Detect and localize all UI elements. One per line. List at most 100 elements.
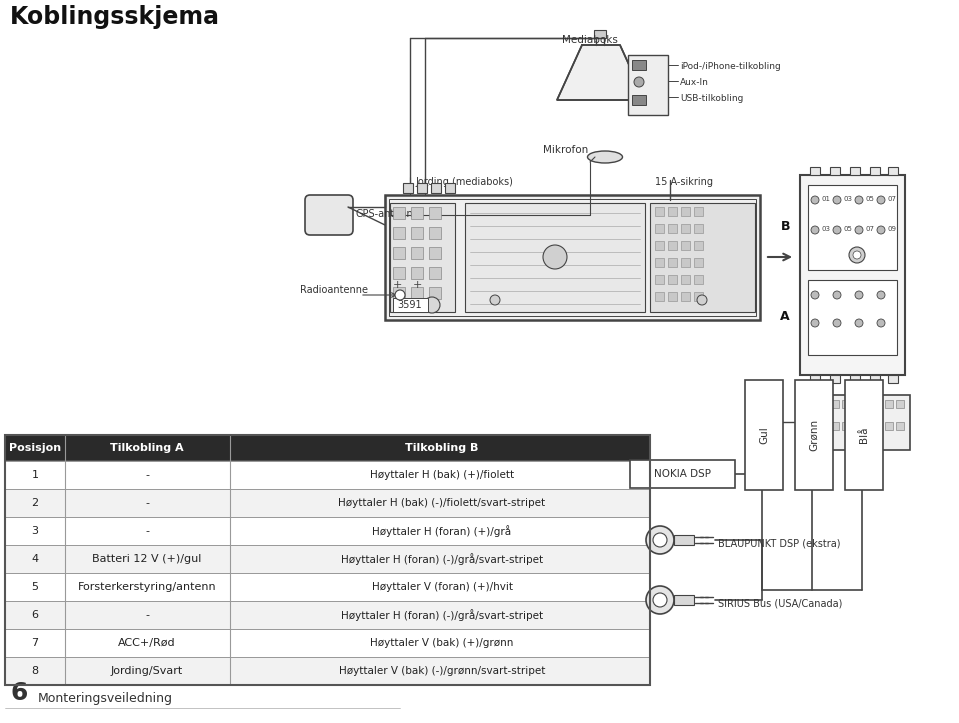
Bar — [5, 657, 650, 685]
Bar — [650, 203, 755, 312]
Bar — [429, 247, 441, 259]
FancyBboxPatch shape — [305, 195, 353, 235]
Bar — [465, 203, 645, 312]
Bar — [800, 395, 910, 450]
Circle shape — [833, 196, 841, 204]
Bar — [830, 375, 840, 383]
Circle shape — [877, 291, 885, 299]
Bar — [630, 460, 735, 488]
Bar — [393, 227, 405, 239]
Bar — [655, 224, 664, 233]
Text: iPod-/iPhone-tilkobling: iPod-/iPhone-tilkobling — [680, 62, 781, 71]
Text: Monteringsveiledning: Monteringsveiledning — [38, 692, 173, 705]
Bar — [411, 227, 423, 239]
Bar — [411, 247, 423, 259]
Polygon shape — [557, 45, 645, 100]
Bar — [674, 595, 694, 605]
Circle shape — [811, 196, 819, 204]
Bar — [668, 224, 677, 233]
Bar — [681, 292, 690, 301]
Text: 3: 3 — [32, 526, 38, 536]
Text: 7: 7 — [32, 638, 38, 648]
Bar — [393, 267, 405, 279]
Bar — [5, 573, 650, 601]
Bar — [655, 207, 664, 216]
Circle shape — [855, 226, 863, 234]
Text: Koblingsskjema: Koblingsskjema — [10, 5, 220, 29]
Text: Blå: Blå — [859, 427, 869, 443]
Bar — [694, 275, 703, 284]
Text: Høyttaler H (foran) (-)/grå/svart-stripet: Høyttaler H (foran) (-)/grå/svart-stripe… — [341, 609, 543, 621]
Bar — [393, 287, 405, 299]
Bar — [655, 258, 664, 267]
Text: Grønn: Grønn — [809, 419, 819, 451]
Text: Høyttaler V (bak) (+)/grønn: Høyttaler V (bak) (+)/grønn — [370, 638, 514, 648]
Text: 01: 01 — [821, 196, 830, 202]
Bar — [445, 183, 455, 193]
Text: 09: 09 — [887, 226, 896, 232]
Text: -: - — [145, 526, 149, 536]
Text: 15 A-sikring: 15 A-sikring — [655, 177, 713, 187]
Circle shape — [877, 319, 885, 327]
Bar — [668, 292, 677, 301]
Bar — [393, 207, 405, 219]
Bar — [870, 375, 880, 383]
Bar — [389, 199, 756, 316]
Circle shape — [833, 291, 841, 299]
Text: 2: 2 — [32, 498, 38, 508]
Bar — [831, 422, 839, 430]
Bar — [632, 60, 646, 70]
Text: 03: 03 — [821, 226, 830, 232]
Bar — [850, 167, 860, 175]
Bar — [429, 267, 441, 279]
Circle shape — [811, 291, 819, 299]
Bar — [681, 241, 690, 250]
Text: ACC+/Rød: ACC+/Rød — [118, 638, 175, 648]
Bar — [674, 535, 694, 545]
Text: 05: 05 — [865, 196, 874, 202]
Text: Mediaboks: Mediaboks — [562, 35, 618, 45]
Circle shape — [811, 226, 819, 234]
Bar — [429, 227, 441, 239]
Text: Aux-In: Aux-In — [680, 78, 709, 87]
Bar — [810, 375, 820, 383]
Bar — [694, 224, 703, 233]
Circle shape — [855, 196, 863, 204]
Bar — [869, 400, 877, 408]
Bar — [888, 375, 898, 383]
Bar — [5, 545, 650, 573]
Bar — [681, 207, 690, 216]
Bar — [5, 435, 650, 461]
Bar — [815, 400, 823, 408]
Text: Høyttaler V (foran) (+)/hvit: Høyttaler V (foran) (+)/hvit — [371, 582, 512, 592]
Bar — [694, 292, 703, 301]
Text: Radioantenne: Radioantenne — [300, 285, 368, 295]
Bar — [804, 400, 812, 408]
Circle shape — [543, 245, 567, 269]
Circle shape — [634, 77, 644, 87]
Bar — [668, 207, 677, 216]
Text: Forsterkerstyring/antenn: Forsterkerstyring/antenn — [78, 582, 217, 592]
Bar — [850, 375, 860, 383]
Circle shape — [424, 297, 440, 313]
Bar — [804, 422, 812, 430]
Circle shape — [646, 586, 674, 614]
Bar — [896, 422, 904, 430]
Text: 6: 6 — [32, 610, 38, 620]
Bar — [668, 241, 677, 250]
Bar — [5, 461, 650, 489]
Bar — [694, 207, 703, 216]
Text: Høyttaler H (bak) (+)/fiolett: Høyttaler H (bak) (+)/fiolett — [370, 470, 514, 480]
Bar — [385, 195, 760, 320]
Bar — [5, 629, 650, 657]
Bar — [655, 241, 664, 250]
Bar — [888, 167, 898, 175]
Text: Mikrofon: Mikrofon — [543, 145, 588, 155]
Bar — [393, 247, 405, 259]
Bar — [745, 380, 783, 490]
Circle shape — [849, 247, 865, 263]
Circle shape — [833, 319, 841, 327]
Bar — [858, 400, 866, 408]
Bar — [810, 167, 820, 175]
Bar — [885, 422, 893, 430]
